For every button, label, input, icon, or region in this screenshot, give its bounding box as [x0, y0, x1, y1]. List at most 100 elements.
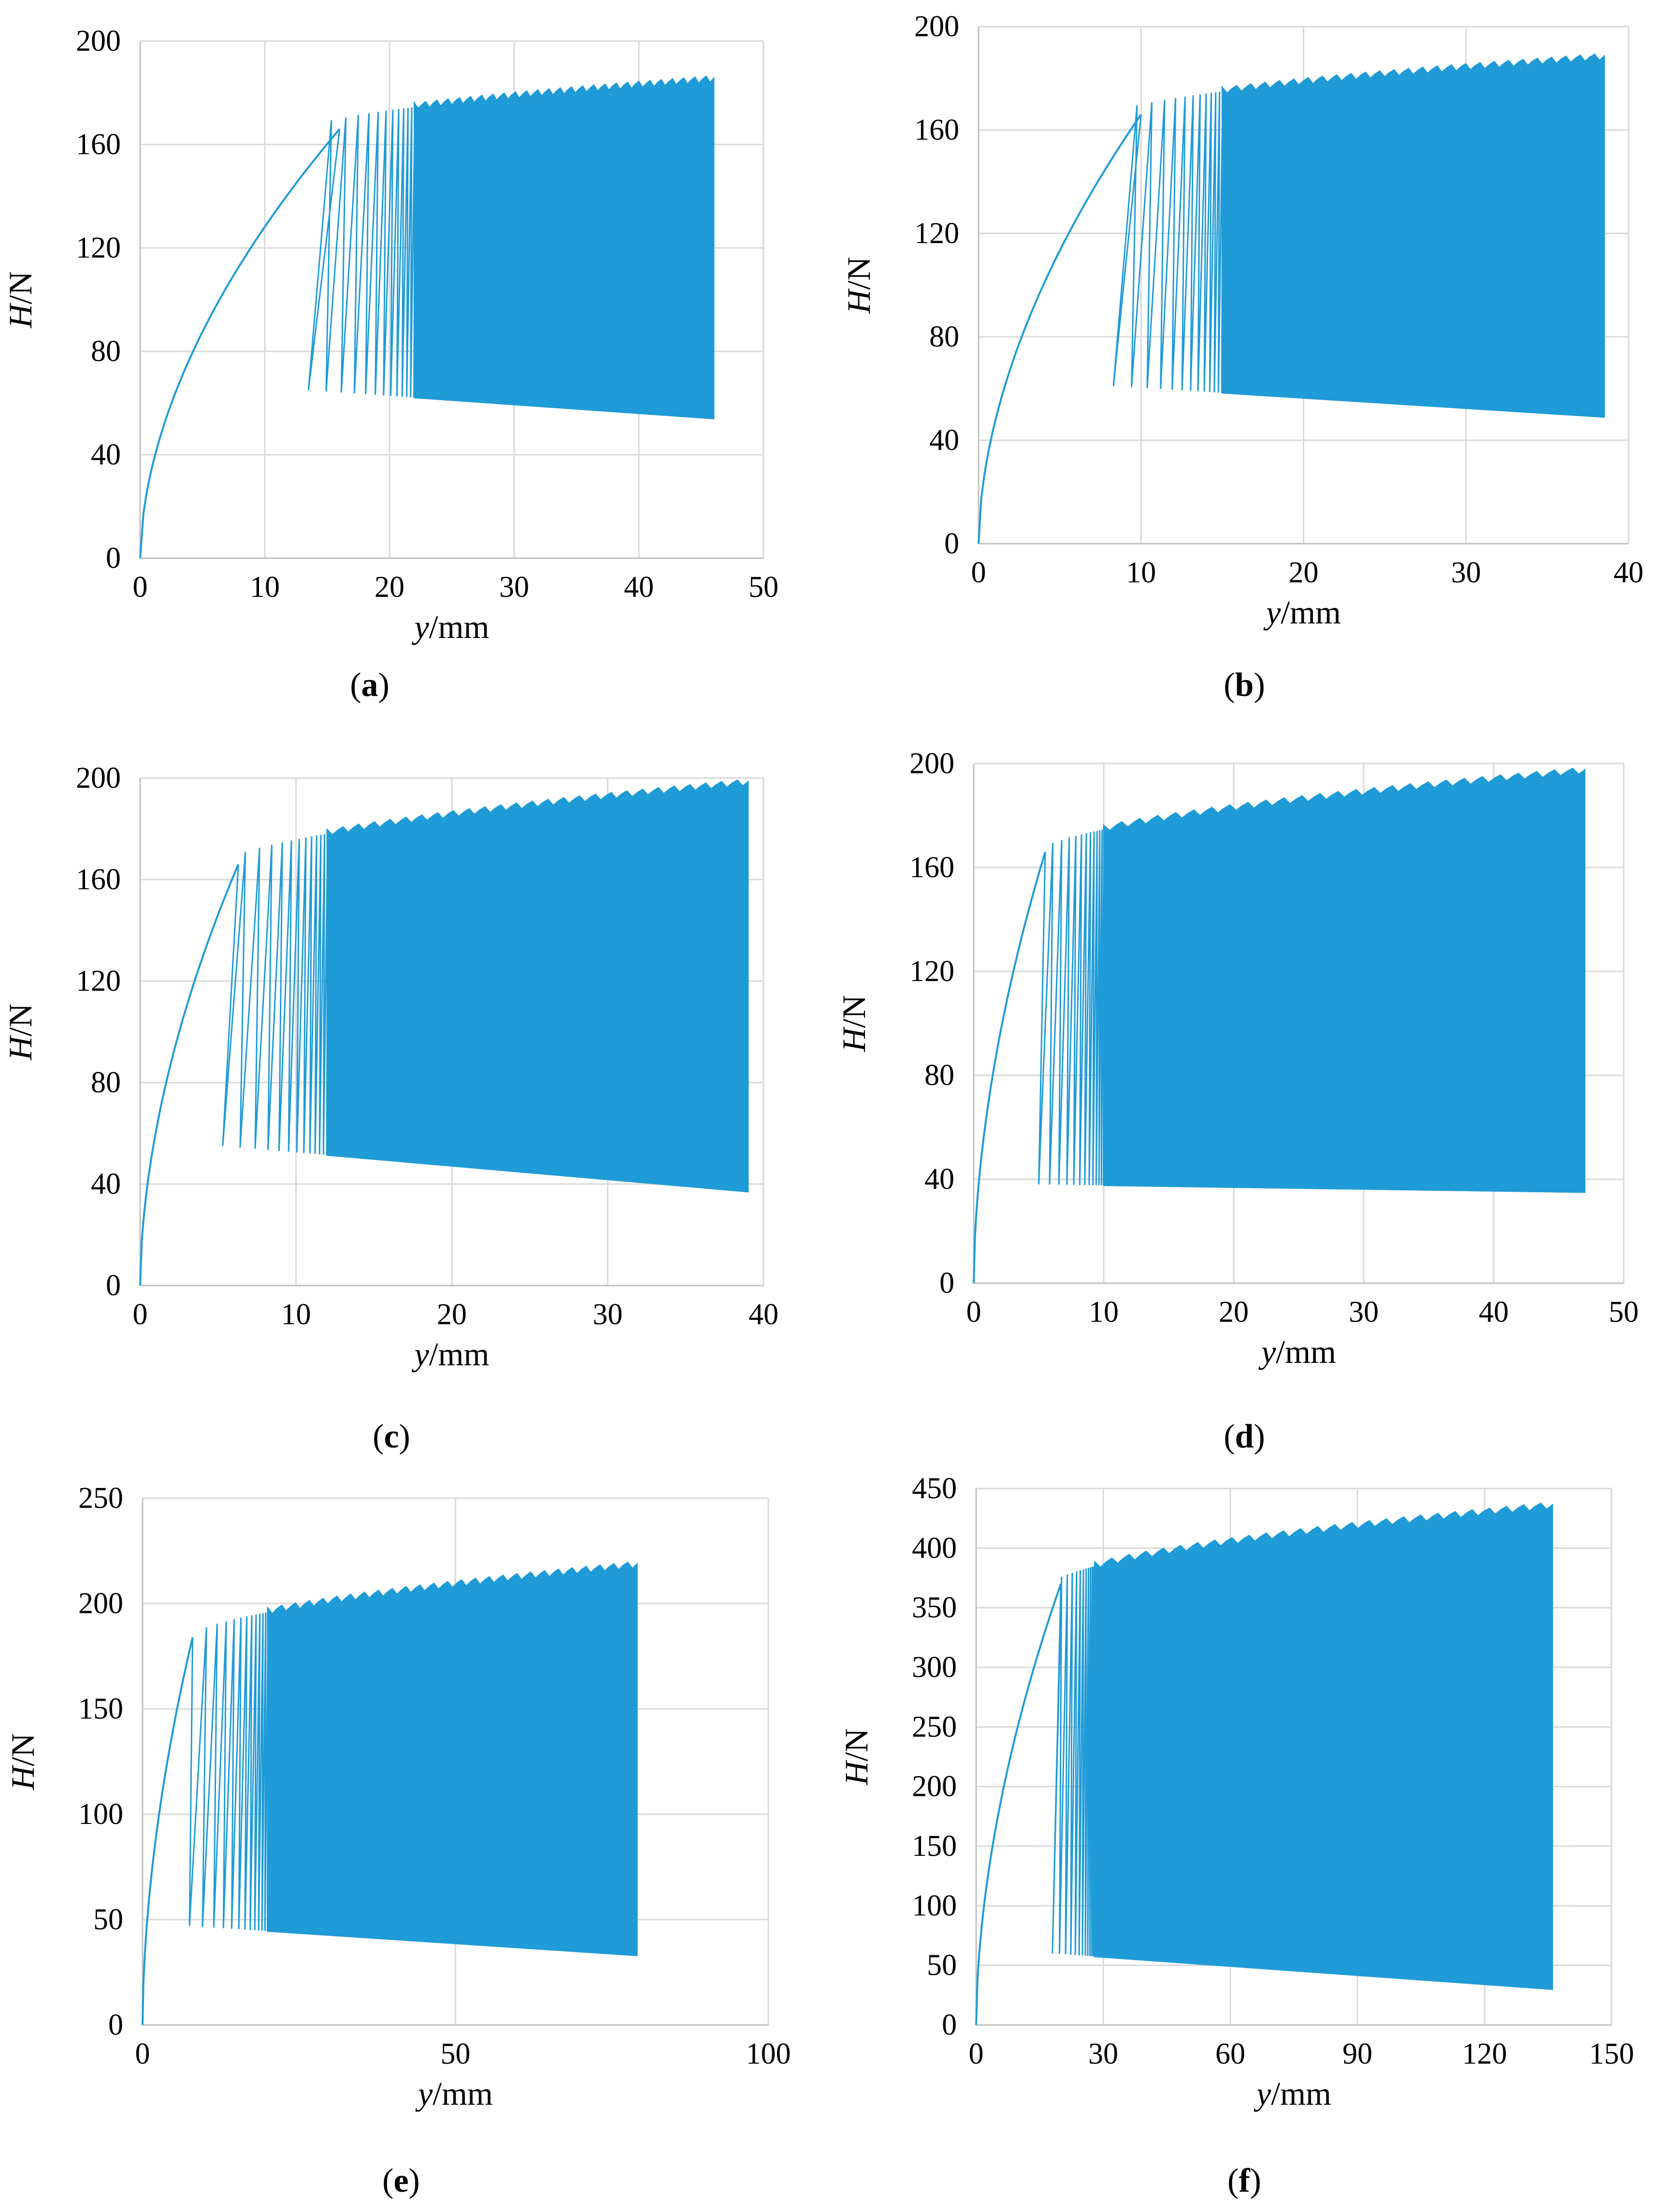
x-tick-label: 30 — [1349, 1296, 1379, 1329]
oscillation-teeth — [1052, 1566, 1097, 1957]
x-tick-label: 20 — [1289, 556, 1319, 589]
x-tick-label: 40 — [1479, 1296, 1509, 1329]
oscillation-teeth — [1112, 91, 1226, 393]
y-tick-label: 160 — [76, 128, 121, 161]
panel-caption: (f) — [1227, 2162, 1261, 2199]
loading-curve — [973, 852, 1046, 1284]
y-tick-label: 200 — [914, 10, 959, 43]
oscillation-teeth — [1038, 829, 1107, 1186]
x-axis-label: y/mm — [1254, 2075, 1331, 2112]
loading-curve — [139, 864, 240, 1286]
y-tick-label: 150 — [78, 1692, 123, 1725]
y-tick-label: 160 — [909, 851, 954, 884]
x-tick-label: 60 — [1215, 2038, 1245, 2070]
loading-curve — [142, 1637, 194, 2025]
panel-caption: (a) — [350, 666, 389, 704]
y-tick-label: 350 — [912, 1591, 957, 1624]
cyclic-load-band — [1221, 53, 1605, 418]
loading-curve — [139, 128, 341, 559]
y-tick-label: 40 — [91, 1168, 121, 1200]
panel-caption: (b) — [1224, 666, 1265, 704]
cyclic-load-band — [267, 1561, 638, 1956]
y-tick-label: 250 — [912, 1710, 957, 1743]
y-axis-label: H/N — [838, 1728, 875, 1785]
y-tick-label: 100 — [912, 1889, 957, 1922]
y-tick-label: 80 — [924, 1059, 954, 1092]
x-tick-label: 100 — [746, 2038, 791, 2070]
y-tick-label: 400 — [912, 1532, 957, 1564]
y-tick-label: 0 — [106, 542, 121, 575]
y-tick-label: 80 — [91, 1066, 121, 1099]
y-tick-label: 0 — [106, 1269, 121, 1302]
x-tick-label: 50 — [749, 571, 779, 604]
y-tick-label: 160 — [914, 114, 959, 146]
x-tick-label: 50 — [1609, 1296, 1639, 1329]
x-axis-label: y/mm — [1258, 1333, 1336, 1370]
cyclic-load-band — [414, 75, 715, 419]
x-tick-label: 0 — [971, 556, 986, 589]
y-tick-label: 160 — [76, 863, 121, 896]
x-tick-label: 10 — [250, 571, 280, 604]
y-tick-label: 120 — [914, 217, 959, 250]
cyclic-load-band — [1094, 1503, 1553, 1990]
loading-curve — [975, 1583, 1062, 2025]
chart-panel-c: 0 10 20 30 40 0 40 80 120 160 200 y/mm H/N (c) — [2, 762, 779, 1455]
y-tick-label: 40 — [91, 438, 121, 471]
y-tick-label: 80 — [91, 335, 121, 368]
x-tick-label: 40 — [749, 1298, 779, 1331]
panel-caption: (c) — [373, 1418, 410, 1455]
y-tick-label: 0 — [944, 527, 959, 560]
y-tick-label: 200 — [76, 25, 121, 58]
oscillation-teeth — [188, 1611, 271, 1932]
y-tick-label: 150 — [912, 1830, 957, 1863]
y-tick-label: 250 — [78, 1482, 123, 1515]
y-tick-label: 120 — [909, 955, 954, 988]
y-axis-label: H/N — [840, 257, 877, 314]
x-axis-label: y/mm — [412, 608, 490, 645]
y-tick-label: 200 — [909, 747, 954, 780]
x-tick-label: 90 — [1342, 2038, 1372, 2070]
x-axis-label: y/mm — [412, 1336, 490, 1373]
y-axis-label: H/N — [2, 271, 39, 328]
x-tick-label: 30 — [593, 1298, 623, 1331]
x-tick-label: 0 — [135, 2038, 150, 2070]
y-tick-label: 80 — [929, 320, 959, 353]
x-tick-label: 120 — [1462, 2038, 1507, 2070]
chart-panel-e: 0 50 100 0 50 100 150 200 250 y/mm H/N (e) — [4, 1482, 791, 2199]
y-tick-label: 450 — [912, 1472, 957, 1505]
y-tick-label: 200 — [912, 1770, 957, 1803]
x-tick-label: 20 — [375, 571, 404, 604]
chart-panel-f: 0 30 60 90 120 150 0 50 100 150 200 250 300 350 400 450… — [838, 1472, 1634, 2199]
y-tick-label: 100 — [78, 1798, 123, 1831]
chart-panel-b: 0 10 20 30 40 0 40 80 120 160 200 y/mm H/N (b) — [840, 10, 1644, 704]
chart-panel-d: 0 10 20 30 40 50 0 40 80 120 160 200 y/mm H/N (d) — [836, 747, 1639, 1455]
x-tick-label: 0 — [133, 1298, 148, 1331]
y-axis-label: H/N — [2, 1003, 39, 1060]
y-tick-label: 0 — [108, 2009, 123, 2041]
x-tick-label: 0 — [969, 2038, 984, 2070]
x-tick-label: 10 — [1126, 556, 1156, 589]
x-tick-label: 0 — [133, 571, 148, 604]
y-tick-label: 50 — [93, 1903, 123, 1936]
y-axis-label: H/N — [4, 1733, 41, 1790]
x-tick-label: 30 — [1451, 556, 1481, 589]
x-tick-label: 10 — [281, 1298, 311, 1331]
x-tick-label: 10 — [1089, 1296, 1119, 1329]
y-tick-label: 0 — [939, 1267, 954, 1300]
x-tick-label: 40 — [624, 571, 654, 604]
y-tick-label: 50 — [927, 1949, 957, 1982]
panel-caption: (e) — [382, 2162, 420, 2199]
x-axis-label: y/mm — [415, 2075, 493, 2112]
oscillation-teeth — [307, 106, 418, 398]
y-tick-label: 200 — [78, 1587, 123, 1620]
y-tick-label: 0 — [942, 2009, 957, 2041]
loading-curve — [978, 114, 1142, 544]
x-tick-label: 40 — [1614, 556, 1644, 589]
x-tick-label: 20 — [437, 1298, 467, 1331]
panel-caption: (d) — [1224, 1418, 1265, 1455]
y-tick-label: 120 — [76, 231, 121, 264]
y-tick-label: 40 — [929, 424, 959, 457]
y-tick-label: 40 — [924, 1163, 954, 1196]
cyclic-load-band — [1103, 767, 1586, 1193]
